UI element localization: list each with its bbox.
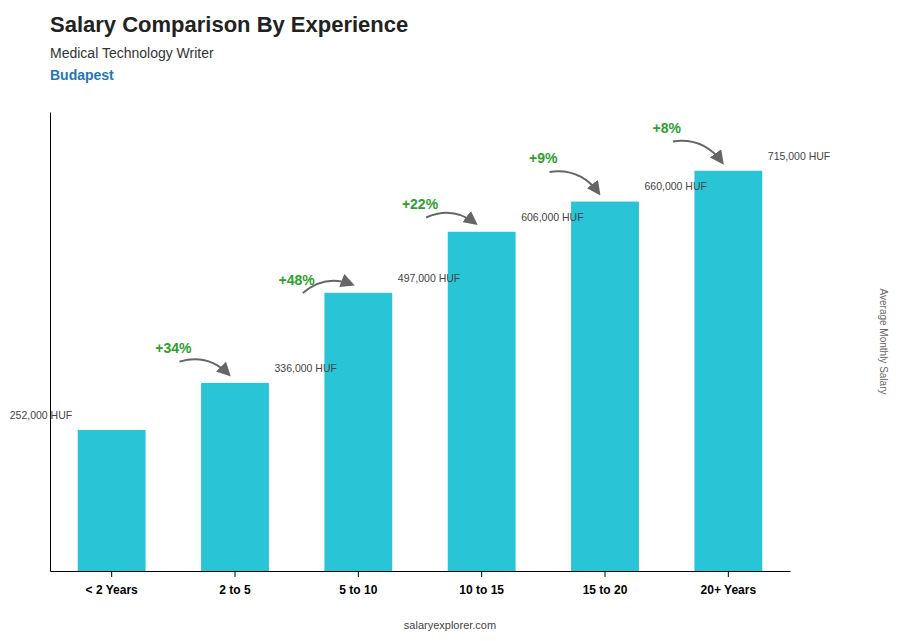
x-tick: 10 to 15 xyxy=(459,571,504,597)
change-labels: +34% +48% +22% +9% +8% xyxy=(155,120,681,356)
x-tick-mark xyxy=(481,571,482,577)
x-tick: 20+ Years xyxy=(701,571,757,597)
arrows xyxy=(180,141,723,375)
y-axis-line xyxy=(50,113,51,572)
bar xyxy=(571,202,639,571)
change-label: +34% xyxy=(155,340,192,356)
plot: < 2 Years 2 to 5 5 to 10 10 to 15 15 to 20 20… xyxy=(10,113,831,598)
subtitle: Medical Technology Writer xyxy=(50,45,214,61)
change-label: +48% xyxy=(279,272,316,288)
change-label: +8% xyxy=(652,120,681,136)
title: Salary Comparison By Experience xyxy=(50,12,408,37)
bar xyxy=(78,430,146,571)
x-axis: < 2 Years 2 to 5 5 to 10 10 to 15 15 to 20 20… xyxy=(51,571,791,597)
change-arrow xyxy=(426,213,475,224)
value-label: 497,000 HUF xyxy=(398,272,460,284)
x-tick: 15 to 20 xyxy=(583,571,628,597)
value-label: 252,000 HUF xyxy=(10,409,72,421)
change-label: +22% xyxy=(402,196,439,212)
x-tick-mark xyxy=(728,571,729,577)
x-tick-label: 5 to 10 xyxy=(339,583,377,597)
x-tick-label: 10 to 15 xyxy=(459,583,504,597)
change-arrow xyxy=(673,141,722,163)
x-tick: < 2 Years xyxy=(86,571,138,597)
x-tick-mark xyxy=(358,571,359,577)
x-tick-label: 20+ Years xyxy=(701,583,757,597)
change-arrow xyxy=(550,171,599,193)
x-tick: 2 to 5 xyxy=(219,571,251,597)
bar xyxy=(324,293,392,571)
x-tick-mark xyxy=(605,571,606,577)
bars xyxy=(78,171,763,571)
bar xyxy=(694,171,762,571)
value-label: 336,000 HUF xyxy=(274,362,336,374)
x-tick-label: 15 to 20 xyxy=(583,583,628,597)
x-tick-mark xyxy=(111,571,112,577)
footer: salaryexplorer.com xyxy=(404,619,496,631)
x-tick-label: < 2 Years xyxy=(86,583,138,597)
value-labels: 252,000 HUF 336,000 HUF 497,000 HUF 606,000… xyxy=(10,150,831,421)
y-label: Average Monthly Salary xyxy=(878,289,889,395)
change-arrow xyxy=(180,359,229,374)
x-tick: 5 to 10 xyxy=(339,571,377,597)
value-label: 660,000 HUF xyxy=(644,180,706,192)
chart: Salary Comparison By Experience Medical T… xyxy=(0,0,900,641)
value-label: 606,000 HUF xyxy=(521,211,583,223)
change-label: +9% xyxy=(529,150,558,166)
x-axis-line xyxy=(51,571,791,572)
x-tick-label: 2 to 5 xyxy=(219,583,251,597)
subtitle: Budapest xyxy=(50,67,114,83)
x-tick-mark xyxy=(235,571,236,577)
y-axis xyxy=(50,113,51,572)
bar xyxy=(201,383,269,571)
value-label: 715,000 HUF xyxy=(768,150,830,162)
